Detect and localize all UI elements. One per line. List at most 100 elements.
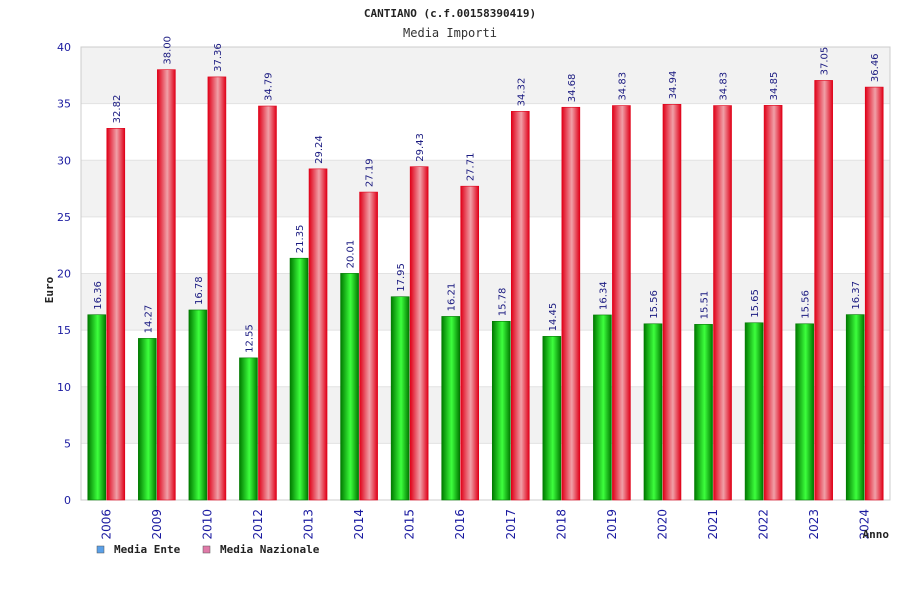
legend-swatch-media-ente [96,545,105,554]
data-label: 34.32 [516,78,527,107]
value-labels: 16.36 32.82 14.27 38.00 16.78 37.36 12.55 34.79… [93,36,881,353]
bar-media-ente [87,314,107,501]
data-label: 15.65 [750,289,761,318]
x-tick-label: 2015 [403,509,417,540]
x-tick-label: 2010 [200,509,214,540]
x-axis-label: Anno [863,528,890,541]
bar-media-ente [239,357,258,501]
legend-label-media-nazionale: Media Nazionale [220,543,320,556]
bar-media-nazionale [510,111,530,501]
chart-subtitle: Media Importi [403,26,497,40]
bar-media-ente [390,296,410,501]
data-label: 16.36 [93,281,104,310]
bar-media-nazionale [157,69,176,501]
bar-media-nazionale [308,168,328,501]
bar-media-nazionale [258,105,277,501]
bar-media-ente [542,336,562,501]
bar-media-nazionale [561,106,581,501]
y-tick-label: 30 [57,154,71,167]
data-label: 16.78 [194,276,205,305]
data-label: 17.95 [396,263,407,292]
x-tick-label: 2009 [150,509,164,540]
x-tick-label: 2013 [302,509,316,540]
y-tick-label: 35 [57,98,71,111]
data-label: 38.00 [162,36,173,65]
x-tick-label: 2017 [504,509,518,540]
data-label: 27.19 [365,158,376,187]
x-tick-label: 2006 [99,509,113,540]
bar-media-ente [643,323,663,501]
y-tick-label: 15 [57,324,71,337]
data-label: 34.83 [617,72,628,101]
legend: Media Ente Media Nazionale [96,543,320,556]
data-label: 34.94 [668,71,679,100]
y-tick-label: 20 [57,268,71,281]
data-label: 15.78 [497,288,508,317]
bar-media-ente [289,257,309,501]
data-label: 37.05 [820,47,831,76]
bar-media-nazionale [864,86,884,501]
bar-media-ente [340,273,359,501]
x-tick-label: 2018 [554,509,568,540]
data-label: 32.82 [112,95,123,124]
bar-media-ente [795,323,814,501]
plot-frame [80,46,891,501]
data-label: 16.37 [851,281,862,310]
data-label: 12.55 [244,324,255,353]
bar-media-nazionale [460,185,480,501]
x-tick-label: 2019 [605,509,619,540]
y-tick-label: 10 [57,381,71,394]
data-label: 34.85 [769,72,780,101]
bar-media-nazionale [106,128,126,501]
x-tick-label: 2014 [352,509,366,540]
x-tick-label: 2020 [655,509,669,540]
x-axis-ticks: 2006 2009 2010 2012 2013 2014 2015 2016 2017 2018… [99,509,871,540]
data-label: 34.79 [263,72,274,101]
y-tick-label: 25 [57,211,71,224]
bar-media-nazionale [713,105,732,501]
bar-media-ente [744,322,764,501]
legend-label-media-ente: Media Ente [114,543,181,556]
data-label: 16.34 [598,281,609,310]
bar-media-ente [593,314,612,501]
data-label: 16.21 [447,283,458,312]
bar-media-ente [694,324,713,501]
x-tick-label: 2012 [251,509,265,540]
legend-swatch-media-nazionale [202,545,211,554]
bar-media-ente [441,316,461,501]
bar-media-nazionale [409,166,429,501]
bars [87,69,884,501]
bar-media-nazionale [612,105,631,501]
chart-title: CANTIANO (c.f.00158390419) [364,7,536,20]
data-label: 21.35 [295,225,306,254]
data-label: 14.45 [548,303,559,332]
bar-media-ente [845,314,865,501]
bar-media-nazionale [814,80,833,501]
data-label: 15.56 [801,290,812,319]
x-tick-label: 2016 [453,509,467,540]
y-tick-label: 5 [64,437,71,450]
y-axis-ticks: 0 5 10 15 20 25 30 35 40 [57,41,71,507]
data-label: 15.56 [649,290,660,319]
bar-media-ente [491,320,511,501]
y-axis-label: Euro [43,276,56,303]
data-label: 34.83 [719,72,730,101]
bar-media-nazionale [207,76,227,501]
data-label: 37.36 [213,43,224,72]
x-tick-label: 2024 [858,509,872,540]
bar-media-nazionale [662,104,682,501]
data-label: 15.51 [700,291,711,320]
x-tick-label: 2022 [757,509,771,540]
bar-media-ente [138,338,157,501]
y-tick-label: 40 [57,41,71,54]
data-label: 29.43 [415,133,426,162]
data-label: 20.01 [346,240,357,269]
data-label: 27.71 [466,153,477,182]
x-tick-label: 2021 [706,509,720,540]
data-label: 29.24 [314,135,325,164]
data-label: 34.68 [567,74,578,103]
x-tick-label: 2023 [807,509,821,540]
y-tick-label: 0 [64,494,71,507]
data-label: 36.46 [870,53,881,82]
